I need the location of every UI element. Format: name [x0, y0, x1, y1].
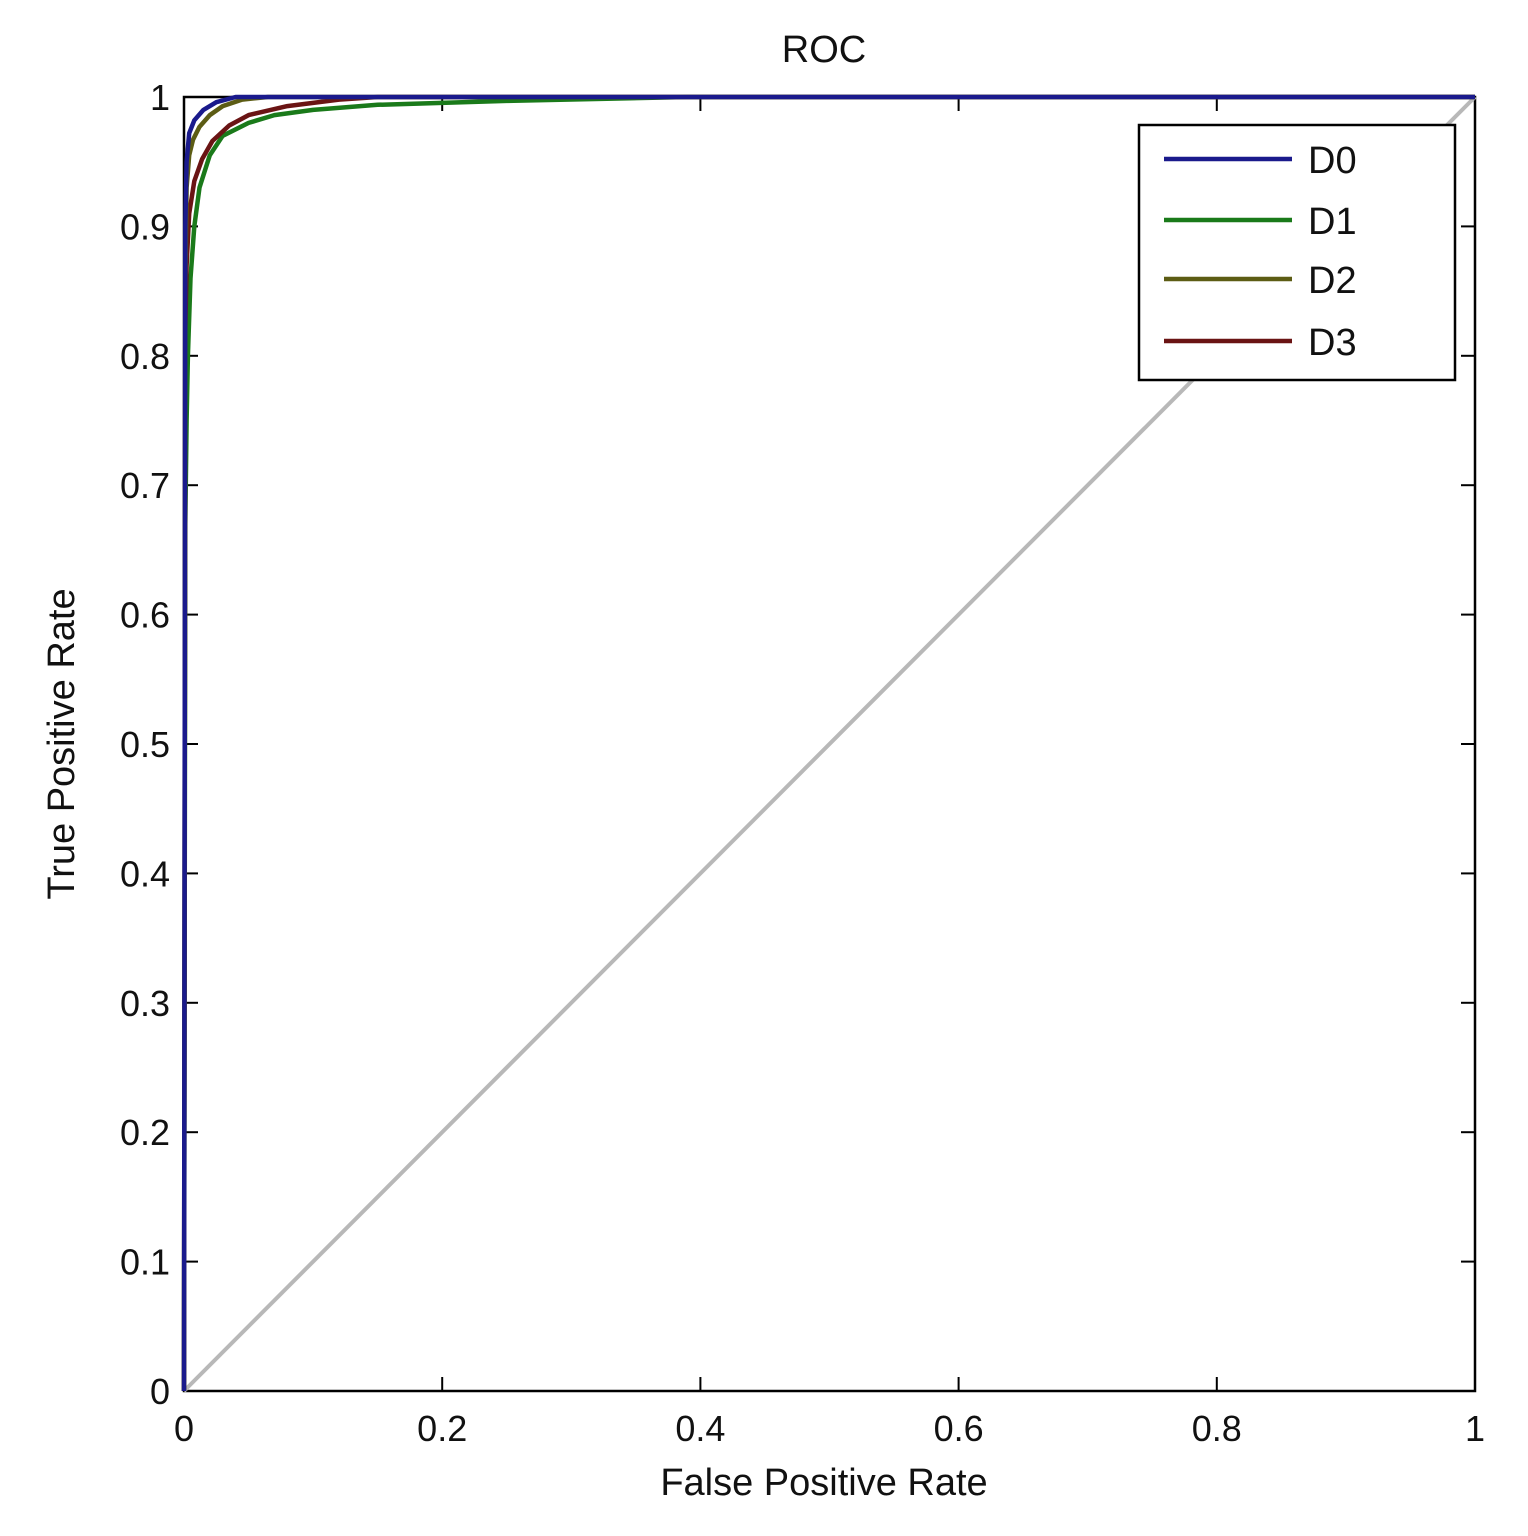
x-tick-label: 0.4: [675, 1408, 725, 1449]
y-axis-title: True Positive Rate: [41, 588, 83, 899]
y-tick-label: 0.5: [120, 724, 170, 765]
y-tick-label: 0.2: [120, 1112, 170, 1153]
x-tick-label: 0.6: [934, 1408, 984, 1449]
y-tick-label: 0.6: [120, 595, 170, 636]
legend: D0 D1 D2 D3: [1137, 123, 1457, 382]
y-tick-label: 0.7: [120, 465, 170, 506]
legend-label-d3: D3: [1308, 322, 1357, 364]
x-axis-ticks: 0 0.2 0.4 0.6 0.8 1: [174, 97, 1485, 1449]
x-tick-label: 1: [1465, 1408, 1485, 1449]
series-line-d0: [181, 94, 1475, 1392]
y-tick-label: 0: [150, 1371, 170, 1412]
y-tick-label: 0.4: [120, 853, 170, 894]
x-tick-label: 0.2: [417, 1408, 467, 1449]
legend-items: D0 D1 D2 D3: [1164, 140, 1357, 364]
x-tick-label: 0: [174, 1408, 194, 1449]
y-tick-label: 1: [150, 77, 170, 118]
legend-box: [1137, 123, 1457, 382]
x-tick-label: 0.8: [1192, 1408, 1242, 1449]
y-tick-label: 0.3: [120, 983, 170, 1024]
y-tick-label: 0.1: [120, 1242, 170, 1283]
chart-title: ROC: [782, 29, 866, 71]
x-axis-title: False Positive Rate: [660, 1462, 987, 1504]
legend-label-d0: D0: [1308, 140, 1357, 182]
y-tick-label: 0.9: [120, 206, 170, 247]
y-axis-ticks: 0 0.1 0.2 0.3 0.4 0.5 0.6 0.7 0.8 0.9 1: [120, 77, 1475, 1412]
legend-label-d2: D2: [1308, 260, 1357, 302]
legend-label-d1: D1: [1308, 201, 1357, 243]
series-lines: [181, 94, 1475, 1392]
y-tick-label: 0.8: [120, 336, 170, 377]
